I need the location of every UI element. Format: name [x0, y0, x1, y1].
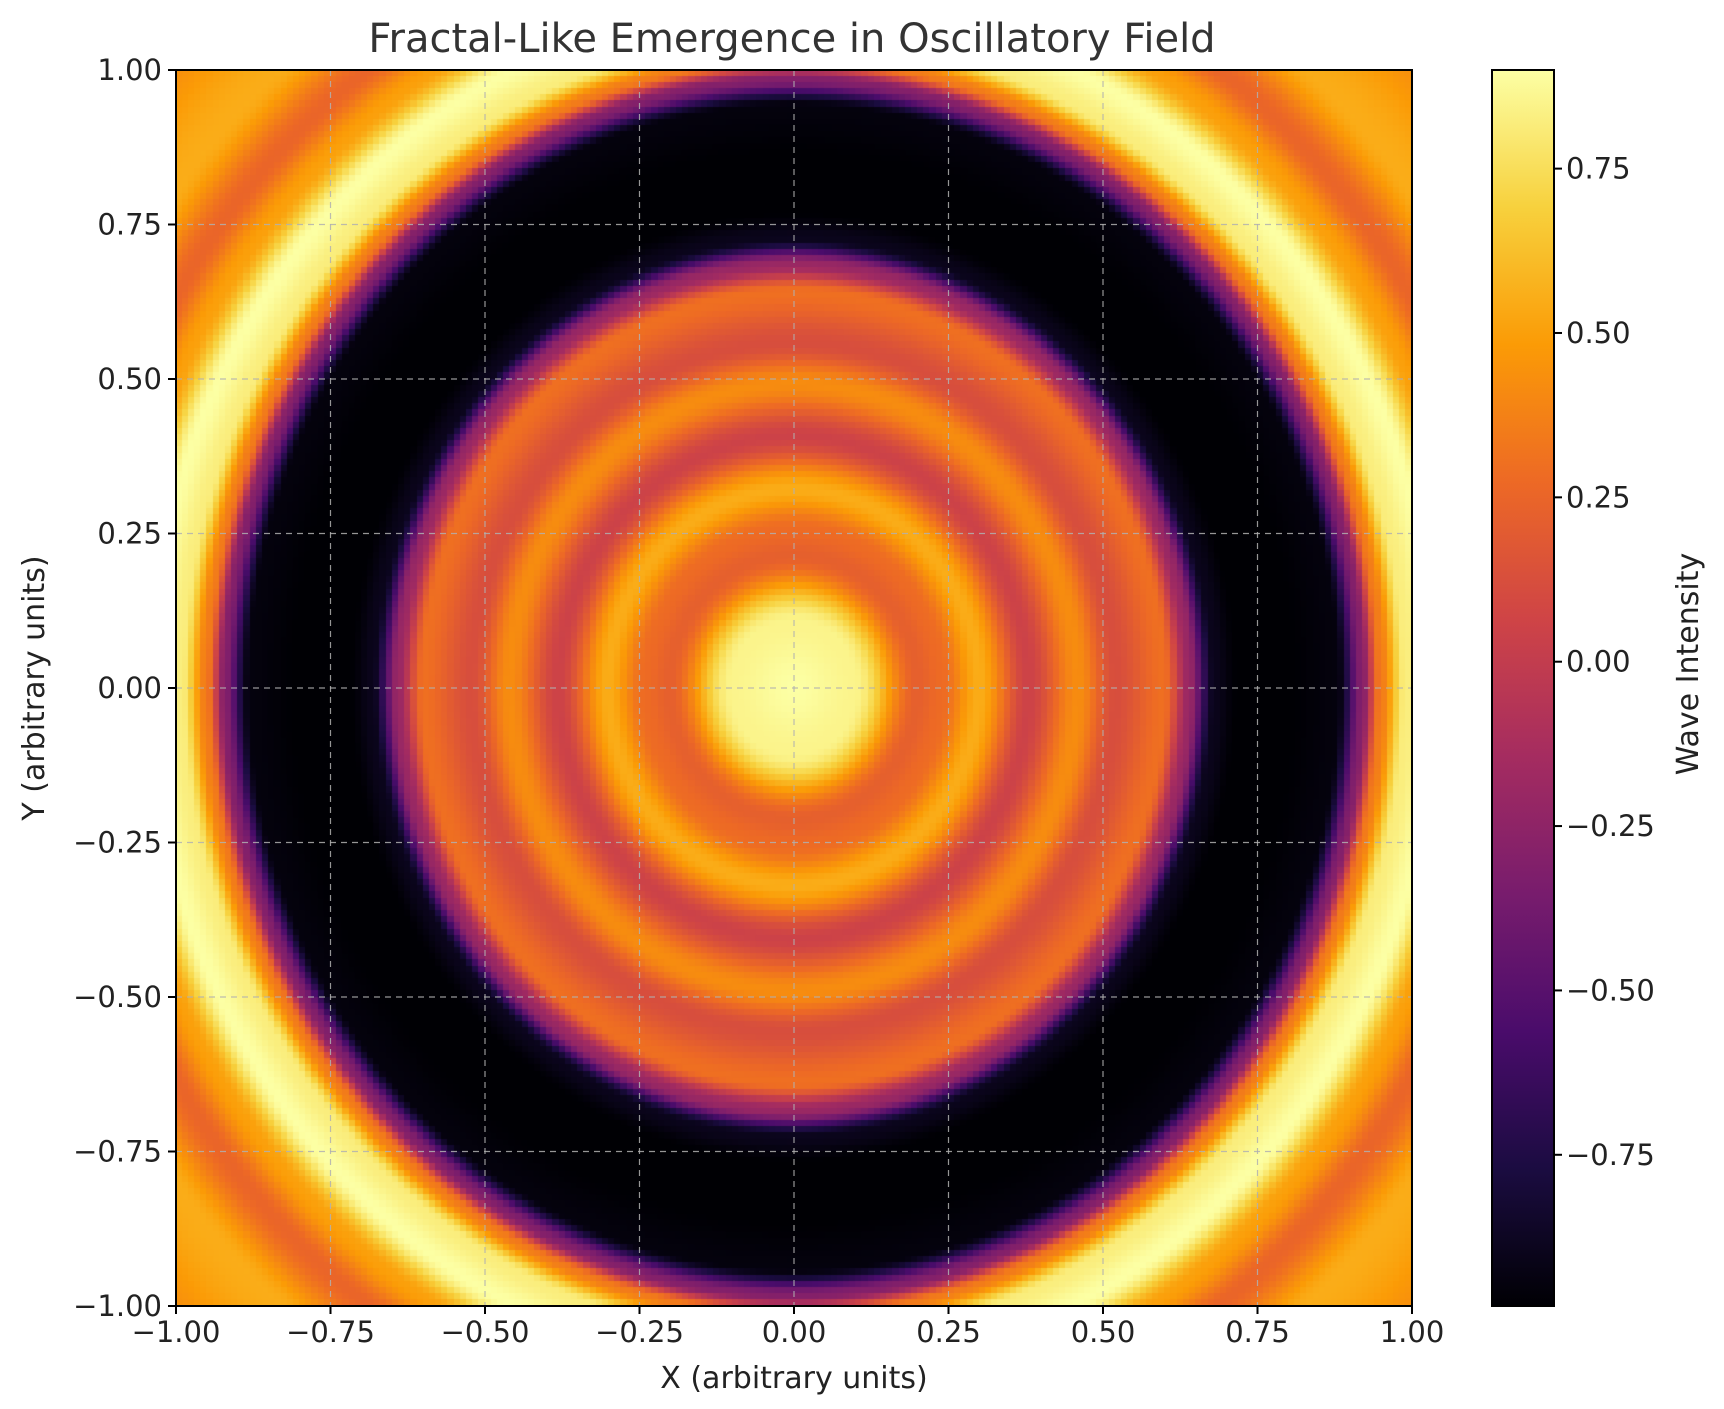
colorbar-tick-label: 0.50: [1566, 316, 1631, 350]
x-tick-label: 0.00: [762, 1315, 827, 1349]
colorbar-tick-label: 0.25: [1566, 480, 1631, 514]
x-axis-label: X (arbitrary units): [660, 1361, 927, 1396]
x-tick-label: 1.00: [1380, 1315, 1445, 1349]
y-tick-label: −1.00: [73, 1289, 162, 1323]
x-tick-label: 0.50: [1071, 1315, 1136, 1349]
chart-title: Fractal-Like Emergence in Oscillatory Fi…: [368, 16, 1215, 62]
y-tick-label: −0.50: [73, 980, 162, 1014]
y-tick-label: 0.50: [97, 362, 162, 396]
x-tick-label: −0.75: [286, 1315, 375, 1349]
colorbar-tick-label: −0.75: [1566, 1138, 1655, 1172]
colorbar-tick-label: 0.00: [1566, 645, 1631, 679]
colorbar-frame: [1491, 69, 1555, 1307]
x-tick-label: −0.50: [441, 1315, 530, 1349]
y-tick-label: −0.25: [73, 826, 162, 860]
x-tick-label: 0.75: [1225, 1315, 1290, 1349]
colorbar-tick-label: 0.75: [1566, 152, 1631, 186]
colorbar-gradient: [1492, 70, 1554, 1306]
colorbar-tick-label: −0.25: [1566, 809, 1655, 843]
colorbar-tick-label: −0.50: [1566, 973, 1655, 1007]
plot-area: [175, 69, 1413, 1307]
x-tick-label: 0.25: [916, 1315, 981, 1349]
y-tick-label: 0.75: [97, 208, 162, 242]
y-tick-label: 0.25: [97, 517, 162, 551]
y-tick-label: 0.00: [97, 671, 162, 705]
y-tick-label: 1.00: [97, 53, 162, 87]
y-axis: 1.00 0.75 0.50 0.25 0.00 −0.25 −0.50 −0.75 −1.00: [73, 53, 176, 1323]
colorbar: 0.75 0.50 0.25 0.00 −0.25 −0.50 −0.75 Wave Int…: [1491, 69, 1706, 1307]
x-axis: −1.00 −0.75 −0.50 −0.25 0.00 0.25 0.50 0.75 1.00: [132, 1306, 1445, 1349]
x-tick-label: −0.25: [595, 1315, 684, 1349]
colorbar-ticks: 0.75 0.50 0.25 0.00 −0.25 −0.50 −0.75: [1554, 152, 1655, 1172]
y-axis-label: Y (arbitrary units): [17, 555, 52, 821]
colorbar-label: Wave Intensity: [1671, 553, 1706, 775]
y-tick-label: −0.75: [73, 1135, 162, 1169]
x-tick-label: −1.00: [132, 1315, 221, 1349]
